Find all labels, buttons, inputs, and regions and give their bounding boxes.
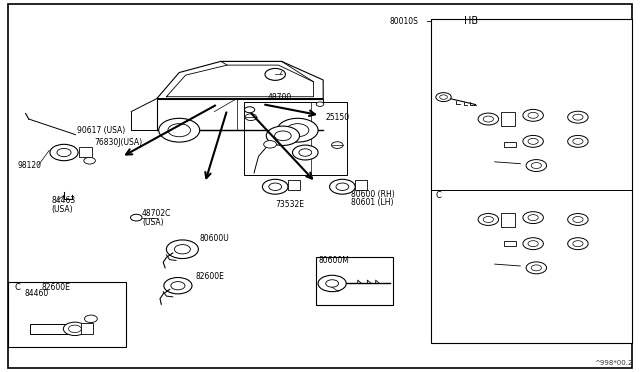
Text: 80600M: 80600M: [319, 256, 349, 265]
Circle shape: [68, 325, 81, 333]
Circle shape: [523, 109, 543, 121]
Circle shape: [526, 262, 547, 274]
Circle shape: [168, 124, 191, 137]
Polygon shape: [157, 61, 323, 99]
Circle shape: [84, 315, 97, 323]
Circle shape: [523, 238, 543, 250]
Circle shape: [528, 241, 538, 247]
Text: 82600E: 82600E: [196, 272, 225, 280]
Text: 80010S: 80010S: [389, 17, 418, 26]
Bar: [501, 112, 515, 126]
Circle shape: [528, 112, 538, 118]
Circle shape: [318, 275, 346, 292]
Bar: [355, 180, 367, 190]
Circle shape: [573, 241, 583, 247]
Circle shape: [568, 214, 588, 225]
Bar: [81, 323, 93, 334]
Bar: [316, 257, 393, 305]
Circle shape: [171, 282, 185, 290]
Text: ^998*00.2: ^998*00.2: [594, 360, 632, 366]
Circle shape: [245, 114, 257, 121]
Text: 84460: 84460: [24, 289, 49, 298]
Bar: [501, 213, 515, 227]
Bar: [431, 19, 632, 343]
Text: 82600E: 82600E: [42, 283, 70, 292]
Circle shape: [269, 183, 282, 190]
Text: 80600 (RH): 80600 (RH): [351, 190, 394, 199]
Circle shape: [275, 131, 291, 141]
Text: 98120: 98120: [18, 161, 42, 170]
Bar: [244, 102, 347, 175]
Circle shape: [332, 142, 343, 148]
Bar: [288, 180, 300, 190]
Circle shape: [573, 138, 583, 144]
Circle shape: [264, 141, 276, 148]
Text: 80601 (LH): 80601 (LH): [351, 198, 393, 207]
Text: 80600U: 80600U: [200, 234, 229, 243]
Circle shape: [528, 138, 538, 144]
Bar: [30, 324, 72, 334]
Circle shape: [277, 118, 318, 142]
Circle shape: [159, 118, 200, 142]
Text: 25150: 25150: [325, 113, 349, 122]
Text: HB: HB: [464, 16, 478, 26]
Circle shape: [84, 157, 95, 164]
Text: 48702C: 48702C: [142, 209, 172, 218]
Bar: [504, 142, 516, 147]
Circle shape: [330, 179, 355, 194]
Circle shape: [63, 322, 86, 336]
Text: 90617 (USA): 90617 (USA): [77, 126, 125, 135]
Circle shape: [568, 135, 588, 147]
Text: 73532E: 73532E: [275, 200, 304, 209]
Text: (USA): (USA): [142, 218, 164, 227]
Circle shape: [166, 240, 198, 259]
Circle shape: [568, 238, 588, 250]
Circle shape: [336, 183, 349, 190]
Text: 84463: 84463: [51, 196, 76, 205]
Circle shape: [262, 179, 288, 194]
Circle shape: [531, 265, 541, 271]
Circle shape: [174, 245, 191, 254]
Circle shape: [523, 212, 543, 224]
Bar: [157, 99, 323, 130]
Circle shape: [265, 68, 285, 80]
Circle shape: [316, 102, 324, 106]
Circle shape: [573, 217, 583, 222]
Text: 48700: 48700: [268, 93, 292, 102]
Circle shape: [266, 126, 300, 145]
Text: C: C: [435, 191, 441, 200]
Circle shape: [483, 116, 493, 122]
Circle shape: [326, 280, 339, 287]
Circle shape: [164, 278, 192, 294]
Circle shape: [292, 145, 318, 160]
Circle shape: [568, 111, 588, 123]
Bar: [8, 282, 126, 347]
Text: (USA): (USA): [51, 205, 73, 214]
Bar: [79, 147, 92, 157]
Circle shape: [526, 160, 547, 171]
Circle shape: [531, 163, 541, 169]
Circle shape: [440, 95, 447, 99]
Circle shape: [299, 149, 312, 156]
Circle shape: [50, 144, 78, 161]
Circle shape: [57, 148, 71, 157]
Text: 76830J(USA): 76830J(USA): [95, 138, 143, 147]
Circle shape: [436, 93, 451, 102]
Circle shape: [523, 135, 543, 147]
Circle shape: [483, 217, 493, 222]
Circle shape: [478, 214, 499, 225]
Circle shape: [478, 113, 499, 125]
Circle shape: [286, 124, 309, 137]
Circle shape: [244, 107, 255, 113]
Bar: [504, 241, 516, 246]
Circle shape: [131, 214, 142, 221]
Circle shape: [573, 114, 583, 120]
Circle shape: [528, 215, 538, 221]
Text: C: C: [14, 283, 20, 292]
